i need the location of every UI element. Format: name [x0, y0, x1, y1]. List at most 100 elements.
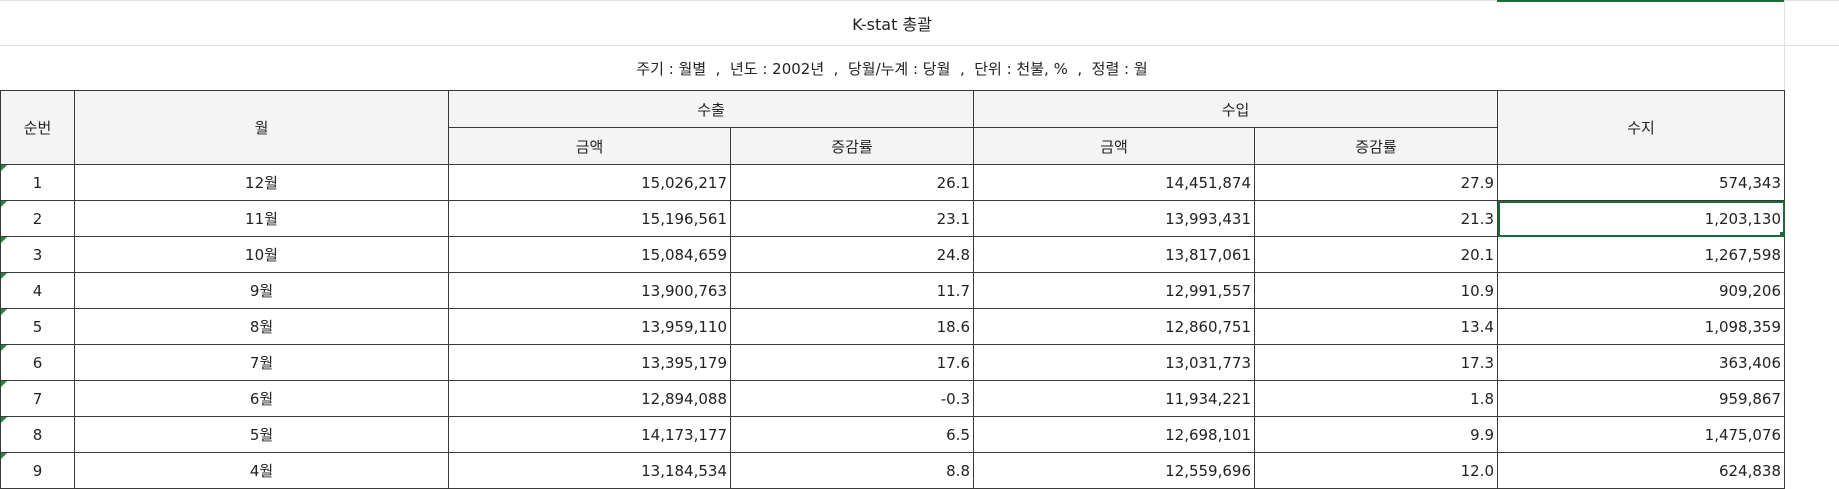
fill-handle[interactable] [1780, 232, 1784, 236]
table-row: 4 9월 13,900,763 11.7 12,991,557 10.9 909,206 [0, 272, 1785, 309]
cell-seq-text: 4 [32, 281, 43, 300]
header-month[interactable]: 월 [74, 90, 449, 165]
cell-seq-text: 7 [32, 389, 43, 408]
cell-seq-text: 8 [32, 425, 43, 444]
note-marker-icon [1, 417, 7, 423]
cell-seq[interactable]: 5 [0, 308, 75, 345]
gridline [0, 45, 1839, 46]
table-row: 8 5월 14,173,177 6.5 12,698,101 9.9 1,475,076 [0, 416, 1785, 453]
cell-import-amount[interactable]: 14,451,874 [973, 164, 1255, 201]
cell-month[interactable]: 4월 [74, 452, 449, 489]
cell-seq[interactable]: 3 [0, 236, 75, 273]
cell-seq-text: 5 [32, 317, 43, 336]
cell-import-amount[interactable]: 12,559,696 [973, 452, 1255, 489]
cell-import-rate[interactable]: 9.9 [1254, 416, 1498, 453]
cell-import-amount[interactable]: 13,817,061 [973, 236, 1255, 273]
note-marker-icon [1, 381, 7, 387]
cell-import-rate[interactable]: 1.8 [1254, 380, 1498, 417]
note-marker-icon [1, 345, 7, 351]
cell-export-rate[interactable]: 26.1 [730, 164, 974, 201]
header-export-amount[interactable]: 금액 [448, 127, 731, 165]
cell-export-rate[interactable]: 8.8 [730, 452, 974, 489]
cell-export-rate[interactable]: 18.6 [730, 308, 974, 345]
header-import-rate[interactable]: 증감률 [1254, 127, 1498, 165]
cell-export-amount[interactable]: 14,173,177 [448, 416, 731, 453]
cell-balance[interactable]: 574,343 [1497, 164, 1785, 201]
table-row: 3 10월 15,084,659 24.8 13,817,061 20.1 1,267,59… [0, 236, 1785, 273]
cell-balance[interactable]: 624,838 [1497, 452, 1785, 489]
cell-import-rate[interactable]: 17.3 [1254, 344, 1498, 381]
cell-seq[interactable]: 2 [0, 200, 75, 237]
cell-export-rate[interactable]: 6.5 [730, 416, 974, 453]
cell-month[interactable]: 12월 [74, 164, 449, 201]
cell-balance[interactable]: 1,098,359 [1497, 308, 1785, 345]
header-import-amount[interactable]: 금액 [973, 127, 1255, 165]
cell-month[interactable]: 7월 [74, 344, 449, 381]
cell-export-rate[interactable]: 11.7 [730, 272, 974, 309]
table-body: 1 12월 15,026,217 26.1 14,451,874 27.9 574,343 2… [0, 164, 1785, 489]
cell-value: 1,203,130 [1704, 209, 1781, 228]
cell-export-amount[interactable]: 12,894,088 [448, 380, 731, 417]
cell-export-amount[interactable]: 13,184,534 [448, 452, 731, 489]
cell-seq-text: 6 [32, 353, 43, 372]
cell-month[interactable]: 8월 [74, 308, 449, 345]
cell-seq[interactable]: 8 [0, 416, 75, 453]
cell-balance[interactable]: 959,867 [1497, 380, 1785, 417]
cell-import-rate[interactable]: 20.1 [1254, 236, 1498, 273]
report-subtitle[interactable]: 주기 : 월별 , 년도 : 2002년 , 당월/누계 : 당월 , 단위 :… [636, 59, 1148, 78]
cell-import-rate[interactable]: 10.9 [1254, 272, 1498, 309]
cell-import-amount[interactable]: 11,934,221 [973, 380, 1255, 417]
cell-balance[interactable]: 1,203,130 [1497, 200, 1785, 237]
table-row: 2 11월 15,196,561 23.1 13,993,431 21.3 1,203,13… [0, 200, 1785, 237]
cell-export-amount[interactable]: 13,900,763 [448, 272, 731, 309]
note-marker-icon [1, 165, 7, 171]
cell-import-amount[interactable]: 13,993,431 [973, 200, 1255, 237]
cell-balance[interactable]: 1,475,076 [1497, 416, 1785, 453]
header-balance[interactable]: 수지 [1497, 90, 1785, 165]
cell-import-amount[interactable]: 12,991,557 [973, 272, 1255, 309]
cell-export-amount[interactable]: 13,959,110 [448, 308, 731, 345]
table-row: 5 8월 13,959,110 18.6 12,860,751 13.4 1,098,359 [0, 308, 1785, 345]
cell-balance[interactable]: 1,267,598 [1497, 236, 1785, 273]
cell-seq[interactable]: 4 [0, 272, 75, 309]
cell-export-rate[interactable]: 23.1 [730, 200, 974, 237]
note-marker-icon [1, 453, 7, 459]
cell-import-amount[interactable]: 12,698,101 [973, 416, 1255, 453]
cell-import-rate[interactable]: 13.4 [1254, 308, 1498, 345]
cell-import-rate[interactable]: 27.9 [1254, 164, 1498, 201]
cell-month[interactable]: 6월 [74, 380, 449, 417]
cell-export-amount[interactable]: 15,026,217 [448, 164, 731, 201]
selection-edge [1497, 0, 1784, 2]
cell-seq[interactable]: 1 [0, 164, 75, 201]
table-row: 7 6월 12,894,088 -0.3 11,934,221 1.8 959,867 [0, 380, 1785, 417]
cell-export-amount[interactable]: 13,395,179 [448, 344, 731, 381]
cell-month[interactable]: 9월 [74, 272, 449, 309]
cell-seq[interactable]: 7 [0, 380, 75, 417]
cell-seq-text: 3 [32, 245, 43, 264]
cell-import-amount[interactable]: 13,031,773 [973, 344, 1255, 381]
cell-month[interactable]: 5월 [74, 416, 449, 453]
data-table: 순번 월 수출 수입 수지 금액 증감률 금액 증감률 1 12월 15,026,2… [0, 90, 1785, 489]
cell-export-rate[interactable]: -0.3 [730, 380, 974, 417]
report-title[interactable]: K-stat 총괄 [852, 14, 932, 34]
cell-import-rate[interactable]: 12.0 [1254, 452, 1498, 489]
cell-export-rate[interactable]: 24.8 [730, 236, 974, 273]
cell-import-rate[interactable]: 21.3 [1254, 200, 1498, 237]
header-export-rate[interactable]: 증감률 [730, 127, 974, 165]
cell-seq[interactable]: 6 [0, 344, 75, 381]
cell-export-amount[interactable]: 15,196,561 [448, 200, 731, 237]
cell-import-amount[interactable]: 12,860,751 [973, 308, 1255, 345]
cell-export-rate[interactable]: 17.6 [730, 344, 974, 381]
cell-month[interactable]: 10월 [74, 236, 449, 273]
cell-seq[interactable]: 9 [0, 452, 75, 489]
cell-balance[interactable]: 909,206 [1497, 272, 1785, 309]
table-row: 1 12월 15,026,217 26.1 14,451,874 27.9 574,343 [0, 164, 1785, 201]
note-marker-icon [1, 309, 7, 315]
header-seq[interactable]: 순번 [0, 90, 75, 165]
cell-month[interactable]: 11월 [74, 200, 449, 237]
cell-balance[interactable]: 363,406 [1497, 344, 1785, 381]
cell-seq-text: 9 [32, 461, 43, 480]
cell-export-amount[interactable]: 15,084,659 [448, 236, 731, 273]
header-import[interactable]: 수입 [973, 90, 1498, 128]
header-export[interactable]: 수출 [448, 90, 974, 128]
